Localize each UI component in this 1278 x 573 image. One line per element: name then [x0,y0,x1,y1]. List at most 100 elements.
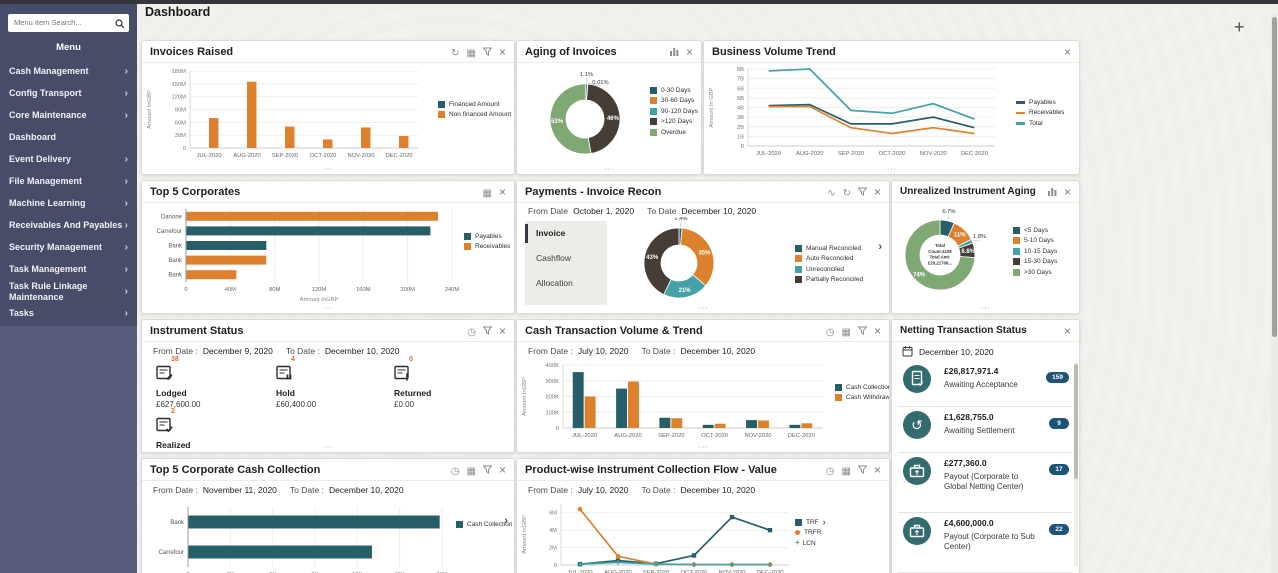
filter-icon[interactable] [857,465,867,474]
table-icon[interactable]: ▦ [466,47,476,59]
legend-item: Partially Reconciled [795,275,863,286]
menu-title: Menu [56,41,81,53]
sidebar-item-machine-learning[interactable]: Machine Learning › [0,193,137,215]
barchart-icon[interactable] [1047,187,1057,196]
page-scrollbar-thumb[interactable] [1272,17,1277,337]
widget-payments-invoice-recon: Payments - Invoice Recon ∿ ↻ × From Date Oc… [516,180,890,314]
history-icon[interactable]: ◷ [825,465,835,477]
svg-text:1.8%: 1.8% [973,234,986,240]
sidebar-item-receivables-and-payables[interactable]: Receivables And Payables › [0,215,137,237]
svg-text:Amount InGBP: Amount InGBP [522,515,528,554]
table-icon[interactable]: ▦ [482,187,492,199]
chevron-right-icon: › [124,220,128,231]
sidebar-item-task-management[interactable]: Task Management › [0,259,137,281]
legend-next-chevron[interactable]: › [822,517,826,528]
tab-allocation[interactable]: Allocation [536,278,573,288]
menu-search-input[interactable] [8,13,129,32]
tab-cashflow[interactable]: Cashflow [536,253,571,263]
history-icon[interactable]: ◷ [467,326,476,338]
svg-text:1.4%: 1.4% [674,217,687,222]
trend-icon[interactable]: ∿ [827,187,836,199]
close-icon[interactable]: × [498,462,506,477]
widget-aging-of-invoices: Aging of Invoices × ⋯ 46% 53% 1.1% 0.01% 0-30… [516,40,702,175]
netting-label: Payout (Corporate to Global Netting Cent… [944,472,1024,491]
close-icon[interactable]: × [1063,184,1071,199]
widget-more-handle-icon[interactable]: ⋯ [698,303,708,314]
close-icon[interactable]: × [498,323,506,338]
close-icon[interactable]: × [873,184,881,199]
netting-item-awaiting-settlement[interactable]: ↺ £1,628,755.0 Awaiting Settlement 9 [892,406,1079,452]
sidebar-item-label: Task Management [9,264,87,275]
status-tile-realized[interactable]: 2 Realized £80,000.00 [156,408,266,452]
sidebar-item-security-management[interactable]: Security Management › [0,237,137,259]
recon-tabs: Invoice Cashflow Allocation [525,221,607,305]
tab-invoice[interactable]: Invoice [525,221,607,246]
sidebar-item-dashboard[interactable]: Dashboard [0,127,137,149]
netting-item-payout-corporate-to-sub-center[interactable]: £4,600,000.0 Payout (Corporate to Sub Cen… [892,512,1079,572]
svg-text:0: 0 [556,426,559,432]
table-icon[interactable]: ▦ [841,326,851,338]
svg-text:Total: Total [935,243,945,248]
chart-legend: TRF › TRFR + LCN [795,517,826,549]
close-icon[interactable]: × [1063,323,1071,338]
legend-item: Overdue [650,127,698,138]
table-icon[interactable]: ▦ [466,465,476,477]
widget-more-handle-icon[interactable]: ⋯ [323,303,333,314]
filter-icon[interactable] [857,187,867,196]
filter-icon[interactable] [482,465,492,474]
barchart-icon[interactable] [669,47,679,56]
svg-text:AUG-2020: AUG-2020 [614,433,641,439]
svg-text:Carrefour: Carrefour [157,229,182,235]
chevron-right-icon: › [124,264,128,275]
close-icon[interactable]: × [498,44,506,59]
close-icon[interactable]: × [685,44,693,59]
tile-label: Returned [394,388,432,398]
netting-scrollbar-thumb[interactable] [1074,364,1078,479]
refresh-icon[interactable]: ↻ [451,47,460,59]
filter-icon[interactable] [482,47,492,56]
history-icon[interactable]: ◷ [450,465,460,477]
sidebar-item-event-delivery[interactable]: Event Delivery › [0,149,137,171]
sidebar-item-core-maintenance[interactable]: Core Maintenance › [0,105,137,127]
close-icon[interactable]: × [873,323,881,338]
close-icon[interactable]: × [498,184,506,199]
svg-text:80M: 80M [269,287,280,293]
netting-item-payout-corporate-to-global-netting-center[interactable]: £277,360.0 Payout (Corporate to Global Ne… [892,452,1079,512]
netting-item-awaiting-acceptance[interactable]: £26,817,971.4 Awaiting Acceptance 159 [892,360,1079,406]
page-scrollbar[interactable] [1271,14,1278,573]
sidebar-item-cash-management[interactable]: Cash Management › [0,61,137,83]
filter-icon[interactable] [857,326,867,335]
sidebar-item-tasks[interactable]: Tasks › [0,303,137,325]
status-tile-hold[interactable]: 4 Hold £60,400.00 [276,356,386,409]
widget-more-handle-icon[interactable]: ⋯ [604,164,614,175]
close-icon[interactable]: × [1063,44,1071,59]
table-icon[interactable]: ▦ [841,465,851,477]
sidebar-item-task-rule-linkage-maintenance[interactable]: Task Rule Linkage Maintenance › [0,281,137,303]
widget-more-handle-icon[interactable]: ⋯ [323,442,333,453]
widget-more-handle-icon[interactable]: ⋯ [886,164,897,175]
sidebar-item-file-management[interactable]: File Management › [0,171,137,193]
svg-text:160M: 160M [356,287,371,293]
netting-scrollbar[interactable] [1074,362,1078,567]
widget-more-handle-icon[interactable]: ⋯ [323,164,333,175]
document-edit-icon [156,365,266,386]
tile-label: Lodged [156,388,187,398]
svg-text:6.7%: 6.7% [942,209,955,215]
legend-next-chevron[interactable]: › [504,515,508,527]
widget-more-handle-icon[interactable]: ⋯ [980,303,991,314]
sidebar-menu-block: Menu Cash Management›Config Transport›Co… [0,4,137,326]
refresh-icon[interactable]: ↻ [842,187,851,199]
history-icon[interactable]: ◷ [825,326,835,338]
status-tile-returned[interactable]: 0 Returned £0.00 [394,356,504,409]
widget-more-handle-icon[interactable]: ⋯ [698,442,708,453]
svg-text:43%: 43% [646,255,659,261]
add-widget-button[interactable]: + [1234,17,1245,37]
close-icon[interactable]: × [873,462,881,477]
status-tile-lodged[interactable]: 38 Lodged £627,600.00 [156,356,266,409]
filter-icon[interactable] [482,326,492,335]
from-date-label: From Date : [153,346,198,356]
svg-text:SEP-2020: SEP-2020 [838,151,864,157]
legend-next-chevron[interactable]: › [878,241,882,253]
search-icon[interactable] [115,16,125,34]
sidebar-item-config-transport[interactable]: Config Transport › [0,83,137,105]
